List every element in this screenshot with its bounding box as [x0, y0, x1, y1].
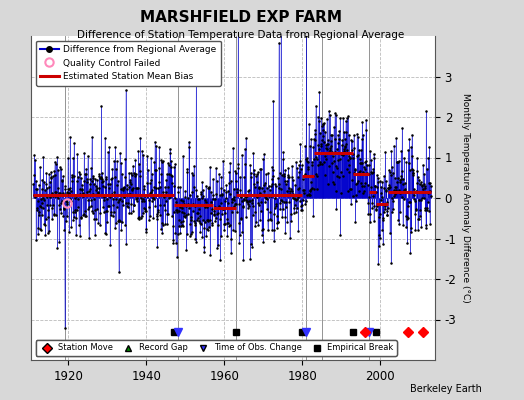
Text: Difference of Station Temperature Data from Regional Average: Difference of Station Temperature Data f…: [78, 30, 405, 40]
Text: Berkeley Earth: Berkeley Earth: [410, 384, 482, 394]
Text: MARSHFIELD EXP FARM: MARSHFIELD EXP FARM: [140, 10, 342, 25]
Legend: Station Move, Record Gap, Time of Obs. Change, Empirical Break: Station Move, Record Gap, Time of Obs. C…: [36, 340, 397, 356]
Y-axis label: Monthly Temperature Anomaly Difference (°C): Monthly Temperature Anomaly Difference (…: [462, 93, 471, 303]
